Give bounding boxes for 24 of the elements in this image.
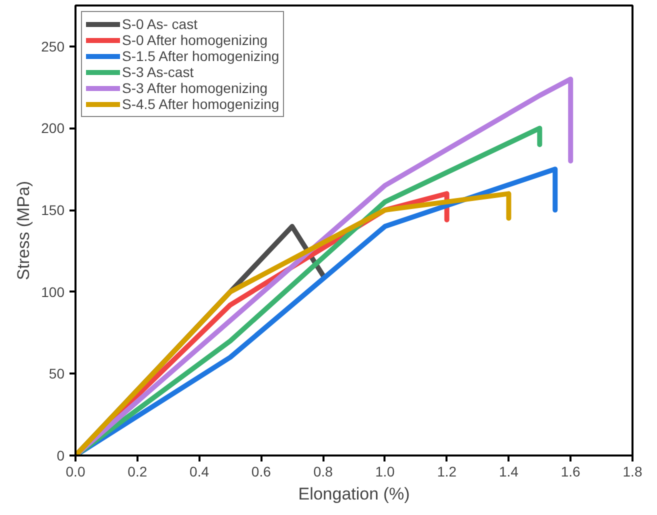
y-axis-title: Stress (MPa) — [14, 180, 34, 280]
x-tick-label: 0.2 — [128, 464, 148, 480]
y-tick-label: 0 — [56, 448, 65, 464]
x-axis-title: Elongation (%) — [298, 484, 410, 504]
y-tick-label: 150 — [41, 202, 65, 218]
x-tick-label: 0.8 — [313, 464, 333, 480]
x-tick-label: 0.6 — [251, 464, 272, 480]
y-tick-label: 250 — [41, 38, 65, 54]
x-tick-label: 1.2 — [437, 464, 457, 480]
legend-label: S-1.5 After homogenizing — [122, 48, 280, 64]
legend-label: S-0 After homogenizing — [122, 32, 268, 48]
x-tick-label: 0.0 — [66, 464, 86, 480]
x-tick-label: 1.4 — [498, 464, 519, 480]
legend-label: S-0 As- cast — [122, 16, 198, 32]
x-tick-label: 1.6 — [560, 464, 581, 480]
y-tick-label: 200 — [41, 120, 65, 136]
x-tick-label: 0.4 — [190, 464, 210, 480]
x-tick-label: 1.8 — [622, 464, 642, 480]
legend-label: S-3 After homogenizing — [122, 80, 268, 96]
legend-label: S-4.5 After homogenizing — [122, 96, 280, 112]
x-tick-label: 1.0 — [375, 464, 395, 480]
y-tick-label: 100 — [41, 284, 65, 300]
y-tick-label: 50 — [48, 366, 65, 382]
legend-label: S-3 As-cast — [122, 64, 194, 80]
